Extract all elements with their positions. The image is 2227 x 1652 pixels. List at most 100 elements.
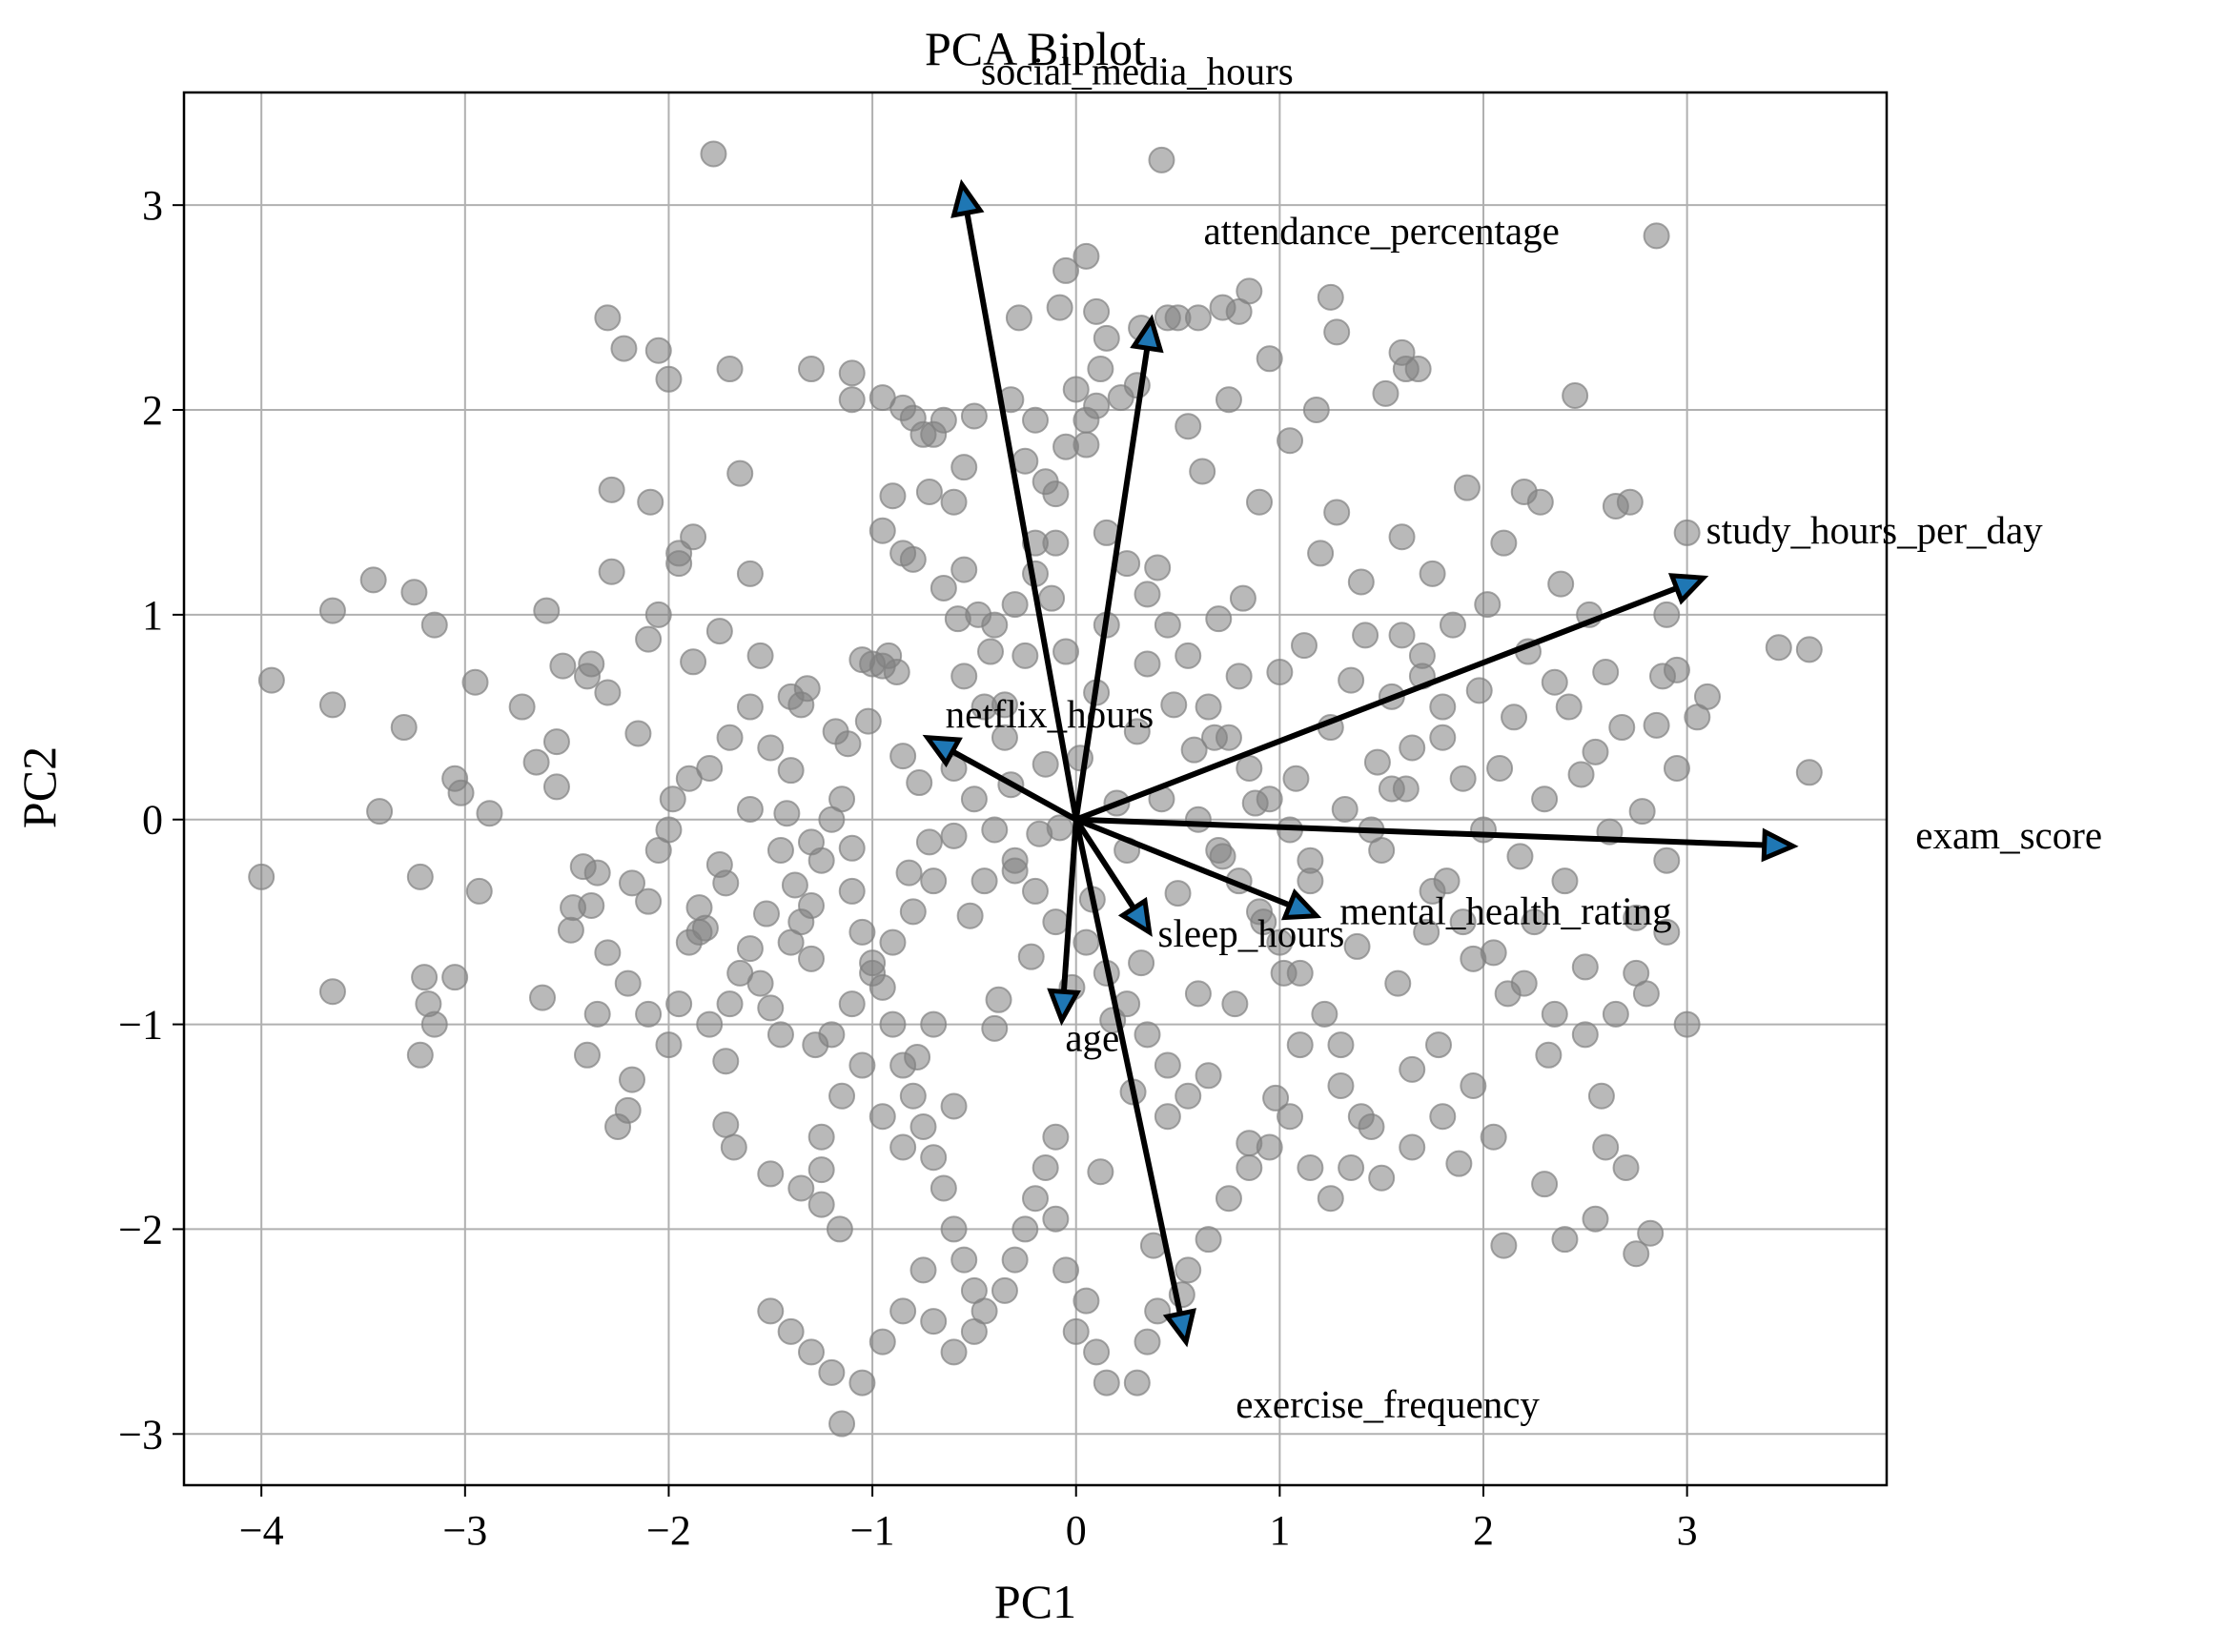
data-point [1017, 943, 1045, 970]
data-point [665, 990, 693, 1018]
data-point [644, 601, 672, 628]
loading-arrow-exercise_frequency [1073, 819, 1183, 1315]
x-tick-label: −2 [646, 1507, 691, 1554]
data-point [583, 859, 611, 887]
data-point [1582, 1205, 1609, 1233]
data-point [716, 356, 744, 383]
data-point [1246, 488, 1273, 516]
data-point [899, 1082, 927, 1110]
data-point [1413, 918, 1440, 946]
arrow-head-study_hours_per_day [1667, 573, 1709, 605]
arrow-head-netflix_hours [922, 734, 963, 768]
loading-label-netflix_hours: netflix_hours [946, 692, 1154, 736]
data-point [895, 859, 923, 887]
data-point [1429, 1103, 1457, 1131]
data-point [1623, 959, 1650, 987]
data-point [655, 1031, 683, 1059]
data-point [1551, 867, 1579, 895]
data-point [1628, 798, 1656, 826]
data-point [1148, 146, 1175, 173]
loading-arrow-social_media_hours [964, 212, 1079, 821]
data-point [1653, 601, 1681, 628]
data-point [834, 730, 862, 758]
data-point [889, 1051, 917, 1079]
data-point [981, 816, 1009, 844]
data-point [991, 1276, 1018, 1304]
chart-title: PCA Biplot [925, 22, 1146, 75]
data-point [1286, 1031, 1314, 1059]
data-point [757, 734, 785, 762]
data-point [1562, 381, 1589, 409]
data-point [1795, 759, 1823, 786]
data-point [1093, 324, 1120, 352]
data-point [798, 945, 825, 972]
data-point [1032, 750, 1059, 778]
data-point [1541, 1000, 1568, 1028]
x-axis-label: PC1 [994, 1575, 1076, 1628]
data-point [447, 779, 475, 806]
data-point [848, 918, 876, 946]
data-point [1032, 1153, 1059, 1181]
data-point [889, 540, 917, 567]
loading-label-sleep_hours: sleep_hours [1158, 911, 1345, 955]
data-point [1154, 1103, 1181, 1131]
data-point [930, 574, 957, 602]
data-point [726, 459, 754, 487]
data-point [1154, 1051, 1181, 1079]
data-point [1465, 677, 1493, 704]
data-point [644, 836, 672, 864]
plot-frame [182, 91, 1889, 1487]
data-point [594, 679, 622, 706]
data-point [736, 795, 764, 823]
data-point [1291, 632, 1318, 660]
data-point [1317, 1185, 1344, 1213]
data-point [1663, 755, 1690, 783]
data-point [1011, 447, 1039, 475]
data-point [400, 579, 428, 606]
data-point [889, 1297, 917, 1325]
data-point [1643, 222, 1670, 250]
data-point [848, 1369, 876, 1397]
data-point [1343, 932, 1371, 960]
data-point [614, 969, 642, 997]
data-point [940, 1215, 968, 1243]
data-point [390, 714, 418, 742]
data-point [970, 693, 998, 721]
data-point [798, 891, 825, 919]
x-tick-label: −4 [239, 1507, 284, 1554]
data-point [1612, 1153, 1640, 1181]
data-point [1338, 666, 1365, 694]
data-point [838, 877, 866, 905]
data-point [777, 757, 805, 785]
arrow-head-mental_health_rating [1280, 887, 1322, 921]
data-point [411, 964, 439, 991]
data-point [1282, 765, 1310, 792]
data-point [1005, 304, 1032, 332]
data-point [1011, 642, 1039, 669]
arrow-head-exercise_frequency [1162, 1308, 1196, 1348]
data-point [1535, 1041, 1563, 1069]
data-point [1506, 843, 1534, 870]
data-point [868, 517, 896, 544]
data-point [1087, 1158, 1114, 1186]
loading-label-exercise_frequency: exercise_frequency [1236, 1382, 1540, 1426]
data-point [1184, 980, 1212, 1008]
data-point [594, 939, 622, 967]
data-point [1256, 785, 1283, 813]
data-point [1526, 488, 1554, 516]
data-point [981, 611, 1009, 639]
data-point [1571, 953, 1599, 981]
data-point [1160, 691, 1188, 719]
data-point [1229, 584, 1257, 612]
data-point [1256, 345, 1283, 373]
data-point [1531, 785, 1559, 813]
data-point [798, 1338, 825, 1366]
data-point [883, 659, 910, 686]
data-point [1567, 761, 1595, 788]
data-point [1123, 1369, 1151, 1397]
data-point [1327, 1031, 1355, 1059]
data-point [529, 984, 556, 1011]
data-point [940, 488, 968, 516]
data-point [1123, 372, 1151, 399]
data-point [1425, 1031, 1452, 1059]
